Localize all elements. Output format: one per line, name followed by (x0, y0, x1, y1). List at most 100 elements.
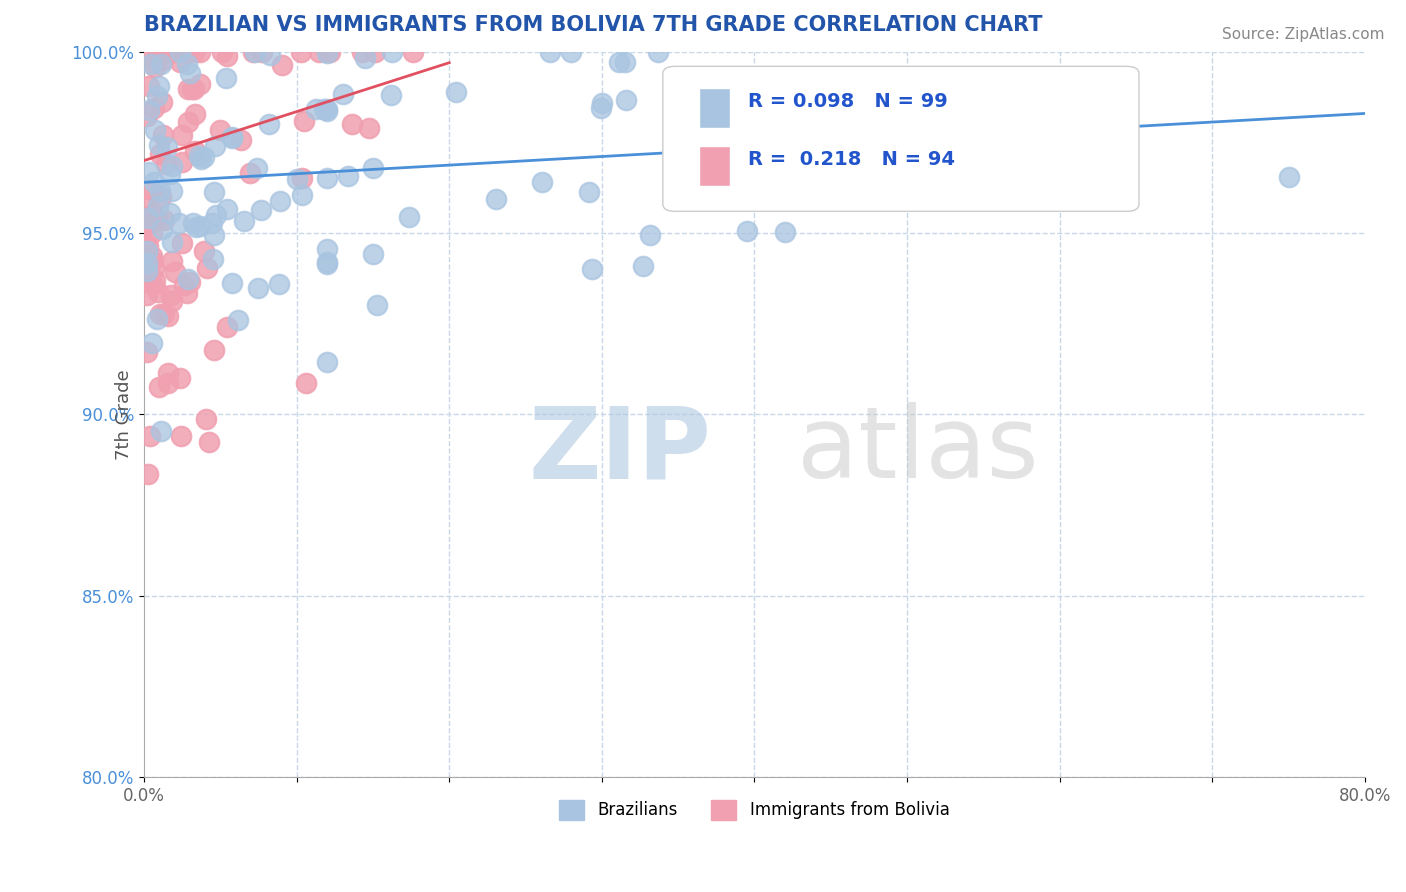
Point (142, 175, 165, 189)
Point (152, 128, 174, 142)
Point (181, 82, 204, 96)
Point (156, 376, 179, 390)
Point (202, 343, 225, 357)
Point (215, 202, 238, 217)
Point (312, 102, 335, 116)
Point (242, 45, 264, 59)
Point (143, 273, 166, 287)
Y-axis label: 7th Grade: 7th Grade (115, 369, 132, 459)
Point (269, 277, 291, 292)
Point (149, 424, 172, 438)
Point (136, 264, 159, 278)
Text: ZIP: ZIP (529, 402, 711, 500)
Point (259, 48, 281, 62)
Point (773, 225, 796, 239)
Point (221, 276, 243, 290)
Point (246, 161, 269, 175)
Point (152, 213, 174, 227)
Text: atlas: atlas (797, 402, 1039, 500)
Point (591, 101, 613, 115)
Point (148, 199, 170, 213)
Point (229, 133, 252, 147)
Point (160, 293, 183, 308)
Point (316, 102, 339, 116)
Point (183, 82, 205, 96)
Point (176, 115, 198, 129)
Point (136, 288, 159, 302)
Point (170, 155, 193, 169)
Point (143, 101, 166, 115)
Legend: Brazilians, Immigrants from Bolivia: Brazilians, Immigrants from Bolivia (553, 793, 956, 827)
Point (157, 309, 180, 323)
Point (666, 79, 689, 94)
Point (190, 152, 212, 166)
Point (291, 187, 314, 202)
Point (184, 107, 207, 121)
Point (259, 117, 281, 131)
Point (250, 202, 273, 217)
Point (138, 78, 160, 93)
FancyBboxPatch shape (699, 88, 730, 128)
Point (332, 87, 354, 101)
Point (530, 174, 553, 188)
Point (315, 45, 337, 59)
Point (183, 45, 205, 59)
Point (176, 45, 198, 59)
Point (647, 45, 669, 59)
Point (204, 138, 226, 153)
Point (308, 45, 330, 59)
Point (201, 216, 224, 230)
Point (160, 288, 183, 302)
Point (179, 275, 201, 289)
Point (146, 89, 169, 103)
Point (316, 104, 339, 119)
Point (208, 122, 231, 136)
Point (181, 216, 204, 230)
Point (243, 45, 266, 59)
Point (607, 55, 630, 70)
Point (159, 167, 181, 181)
Point (138, 239, 160, 253)
Point (136, 345, 159, 359)
Point (295, 376, 318, 391)
Point (148, 78, 170, 93)
Point (138, 103, 160, 117)
Point (485, 192, 508, 206)
Point (316, 242, 339, 256)
Point (270, 58, 292, 72)
Point (215, 49, 238, 63)
Point (167, 216, 190, 230)
Point (291, 171, 314, 186)
Point (173, 277, 195, 292)
Point (238, 166, 260, 180)
Point (233, 213, 256, 227)
Point (363, 246, 385, 260)
Point (631, 260, 654, 274)
Point (177, 81, 200, 95)
Text: BRAZILIAN VS IMMIGRANTS FROM BOLIVIA 7TH GRADE CORRELATION CHART: BRAZILIAN VS IMMIGRANTS FROM BOLIVIA 7TH… (143, 15, 1042, 35)
Point (149, 57, 172, 71)
Point (638, 228, 661, 243)
Point (156, 367, 179, 381)
Point (145, 212, 167, 227)
Point (145, 60, 167, 74)
Point (538, 45, 561, 59)
Point (152, 45, 174, 59)
Point (380, 87, 402, 102)
Point (176, 286, 198, 301)
Point (316, 257, 339, 271)
Point (149, 45, 172, 59)
Point (364, 45, 387, 59)
Point (316, 355, 339, 369)
Point (150, 222, 173, 236)
Point (169, 45, 191, 59)
Point (169, 55, 191, 70)
Point (287, 172, 309, 186)
Point (169, 429, 191, 443)
Point (148, 380, 170, 394)
Point (614, 94, 637, 108)
Point (591, 95, 613, 110)
Point (152, 53, 174, 67)
Point (217, 320, 239, 334)
Point (136, 218, 159, 232)
